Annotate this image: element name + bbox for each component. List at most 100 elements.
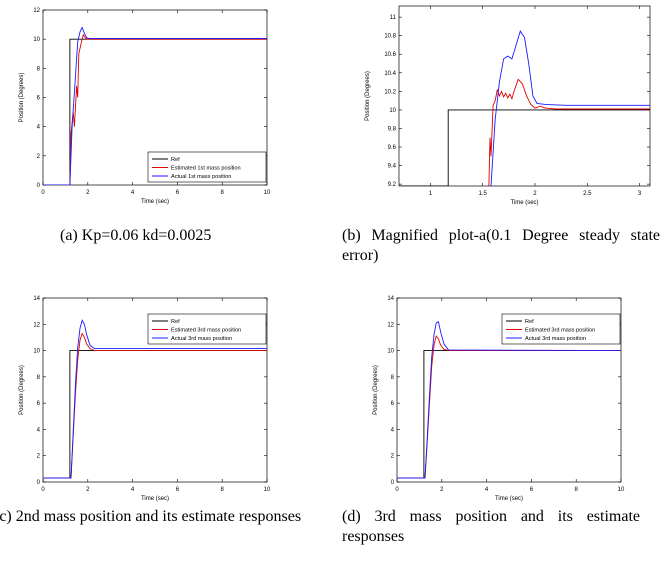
plot-axes: 1 1.5 2 2.5 3 9.2 9.4 9.6 9.8 10 10.2 10.4 10.6 10.8 1… [365,5,651,206]
y-tick-label: 2 [37,154,41,160]
legend-label: Actual 1st mass position [171,174,231,180]
x-tick-label: 8 [575,487,579,493]
x-tick-label: 2 [533,191,537,197]
plot-frame [396,297,622,483]
legend: Ref Estimated 3rd mass position Actual 3rd… [147,313,267,345]
x-tick-label: 8 [221,487,225,493]
chart-caption-d: (d) 3rd mass position and its estimate r… [342,508,640,545]
y-tick-label: 4 [391,427,395,433]
series-line-ref [399,109,650,186]
x-tick-label: 2 [86,487,90,493]
x-tick-label: 2 [86,190,90,196]
x-tick-label: 6 [530,487,534,493]
y-tick-label: 10.4 [384,71,396,77]
legend-label: Actual 3rd mass position [525,336,586,342]
series-group [43,319,267,479]
chart-panel-a: 0 2 4 6 8 10 0 2 4 6 8 10 12 Time (sec) Position (Degr… [0,0,332,275]
legend-label: Ref [525,319,534,325]
y-tick-label: 14 [387,296,394,302]
chart-caption-c: (c) 2nd mass position and its estimate r… [0,508,302,525]
y-axis-label: Position (Degrees) [19,365,25,415]
chart-svg-a: 0 2 4 6 8 10 0 2 4 6 8 10 12 Time (sec) Position (Degr… [19,8,271,205]
plot-frame [398,5,651,187]
plot-axes: 0 2 4 6 8 10 0 2 4 6 8 10 12 Time (sec) Position (Degr… [19,8,271,205]
x-tick-label: 3 [638,191,642,197]
y-tick-label: 12 [387,322,394,328]
x-tick-label: 2 [440,487,444,493]
chart-panel-c: 0 2 4 6 8 10 0 2 4 6 8 10 12 14 Time (sec) Position (De… [0,285,332,562]
legend-label: Ref [171,157,180,163]
y-tick-label: 6 [391,401,395,407]
chart-svg-b: 1 1.5 2 2.5 3 9.2 9.4 9.6 9.8 10 10.2 10.4 10.6 10.8 1… [365,5,651,206]
plot-frame [42,9,268,186]
y-tick-label: 0 [37,480,41,486]
plot-axes: 0 2 4 6 8 10 0 2 4 6 8 10 12 14 Time (sec) Position (De… [373,296,625,502]
legend: Ref Estimated 1st mass position Actual 1st… [147,151,267,183]
y-tick-label: 9.2 [388,182,397,188]
series-line-estimated-1st-mass-position [488,78,650,186]
series-line-estimated-3rd-mass-position [397,335,621,479]
x-tick-label: 10 [264,190,271,196]
y-tick-label: 8 [37,375,41,381]
x-axis-label: Time (sec) [141,496,169,502]
legend-label: Actual 3rd mass position [171,336,232,342]
chart-caption-a: (a) Kp=0.06 kd=0.0025 [60,227,212,244]
y-tick-label: 10 [33,37,40,43]
x-tick-label: 2.5 [583,191,592,197]
y-tick-label: 8 [37,66,41,72]
chart-panel-b: 1 1.5 2 2.5 3 9.2 9.4 9.6 9.8 10 10.2 10.4 10.6 10.8 1… [332,0,664,275]
series-group [43,26,267,185]
x-tick-label: 4 [131,190,135,196]
y-tick-label: 2 [391,454,395,460]
x-tick-label: 6 [176,487,180,493]
x-tick-label: 4 [485,487,489,493]
x-tick-label: 0 [395,487,399,493]
y-tick-label: 14 [33,296,40,302]
series-line-actual-3rd-mass-position [43,319,267,479]
x-tick-label: 0 [41,487,45,493]
x-tick-label: 4 [131,487,135,493]
plot-axes: 0 2 4 6 8 10 0 2 4 6 8 10 12 14 Time (sec) Position (De… [19,296,271,502]
y-axis-label: Position (Degrees) [365,71,371,121]
y-tick-label: 12 [33,8,40,14]
y-tick-label: 10 [389,108,396,114]
y-tick-label: 6 [37,96,41,102]
series-group [399,30,650,186]
series-group [397,320,621,479]
y-tick-label: 11 [390,15,397,21]
x-tick-label: 8 [221,190,225,196]
legend-label: Ref [171,319,180,325]
series-line-actual-3rd-mass-position [397,320,621,479]
y-axis-label: Position (Degrees) [19,73,25,123]
x-axis-label: Time (sec) [141,199,169,205]
chart-svg-c: 0 2 4 6 8 10 0 2 4 6 8 10 12 14 Time (sec) Position (De… [19,296,271,502]
x-tick-label: 1.5 [478,191,487,197]
plot-frame [42,297,268,483]
x-tick-label: 10 [618,487,625,493]
legend-label: Estimated 1st mass position [171,166,241,172]
y-tick-label: 12 [33,322,40,328]
y-tick-label: 4 [37,125,41,131]
chart-panel-d: 0 2 4 6 8 10 0 2 4 6 8 10 12 14 Time (sec) Position (De… [332,285,664,562]
chart-caption-b: (b) Magnified plot-a(0.1 Degree steady s… [342,227,660,264]
y-tick-label: 10.2 [384,89,396,95]
y-tick-label: 10.8 [384,34,396,40]
y-tick-label: 6 [37,401,41,407]
y-tick-label: 9.8 [388,126,397,132]
x-tick-label: 10 [264,487,271,493]
x-tick-label: 6 [176,190,180,196]
chart-svg-d: 0 2 4 6 8 10 0 2 4 6 8 10 12 14 Time (sec) Position (De… [373,296,625,502]
series-line-actual-1st-mass-position [43,26,267,185]
legend: Ref Estimated 3rd mass position Actual 3rd… [501,313,621,345]
y-tick-label: 8 [391,375,395,381]
series-line-estimated-1st-mass-position [43,33,267,185]
y-axis-label: Position (Degrees) [373,365,379,415]
y-tick-label: 10 [387,349,394,355]
y-tick-label: 0 [37,183,41,189]
x-tick-label: 0 [41,190,45,196]
y-tick-label: 10 [33,349,40,355]
y-tick-label: 9.6 [388,145,397,151]
legend-label: Estimated 3rd mass position [171,328,241,334]
legend-label: Estimated 3rd mass position [525,328,595,334]
y-tick-label: 2 [37,454,41,460]
